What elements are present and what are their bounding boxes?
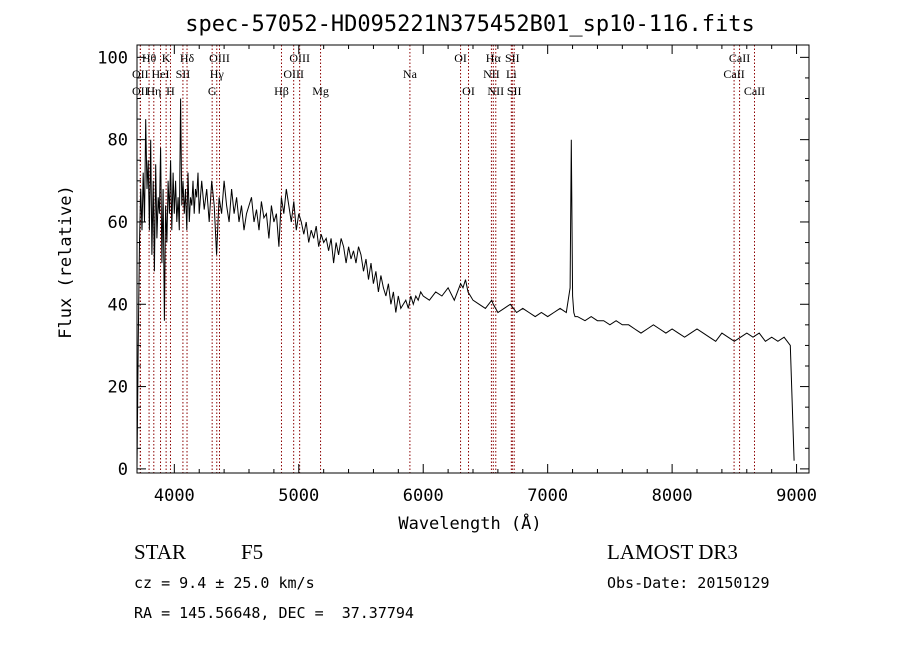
x-tick-label: 6000 [403,486,444,506]
line-label: OIII [283,67,304,81]
line-label: OI [454,51,467,65]
y-tick-label: 100 [97,48,128,68]
line-label: SII [505,51,520,65]
plot-frame [136,44,810,474]
line-label: Na [403,67,418,81]
y-tick-label: 0 [118,460,128,480]
line-label: CaII [723,67,744,81]
y-tick-label: 60 [108,213,128,233]
line-label: OII [132,84,149,98]
chart-title: spec-57052-HD095221N375452B01_sp10-116.f… [185,12,755,37]
line-label: CaII [729,51,750,65]
line-label: NII [487,84,504,98]
line-label: OI [462,84,475,98]
object-class: STAR [134,540,186,564]
line-label: CaII [744,84,765,98]
coordinates: RA = 145.56648, DEC = 37.37794 [134,604,414,622]
x-tick-label: 5000 [278,486,319,506]
y-axis-label: Flux (relative) [56,185,76,339]
x-tick-label: 4000 [154,486,195,506]
x-tick-label: 8000 [652,486,693,506]
line-label: Hγ [210,67,225,81]
line-label: Hβ [274,84,289,98]
line-label: Hα [486,51,502,65]
line-label: G [208,84,217,98]
x-tick-label: 9000 [776,486,817,506]
line-label: Hη [146,84,161,98]
line-label: HeI [152,67,170,81]
line-label: Li [506,67,517,81]
redshift-info: cz = 9.4 ± 25.0 km/s [134,574,315,592]
line-label: NII [483,67,500,81]
line-label: K [162,51,171,65]
x-tick-label: 7000 [527,486,568,506]
line-markers [139,45,755,473]
line-label: H [166,84,175,98]
line-label: OIII [209,51,230,65]
y-tick-label: 80 [108,131,128,151]
obs-date: Obs-Date: 20150129 [607,574,770,592]
line-label: Hθ [142,51,157,65]
axes: 4000 5000 6000 7000 8000 9000 0 20 40 60 80 100 [97,45,817,506]
x-axis-label: Wavelength (Å) [398,512,541,534]
series-layer [136,98,795,469]
object-subclass: F5 [241,540,264,564]
line-label: SII [507,84,522,98]
survey-name: LAMOST DR3 [607,540,738,564]
line-label: Hδ [180,51,195,65]
line-label: Mg [312,84,329,98]
flux-series-line [136,98,795,469]
line-label: SII [176,67,191,81]
y-tick-label: 40 [108,295,128,315]
line-label: OIII [289,51,310,65]
line-label: OII [132,67,149,81]
y-tick-label: 20 [108,378,128,398]
